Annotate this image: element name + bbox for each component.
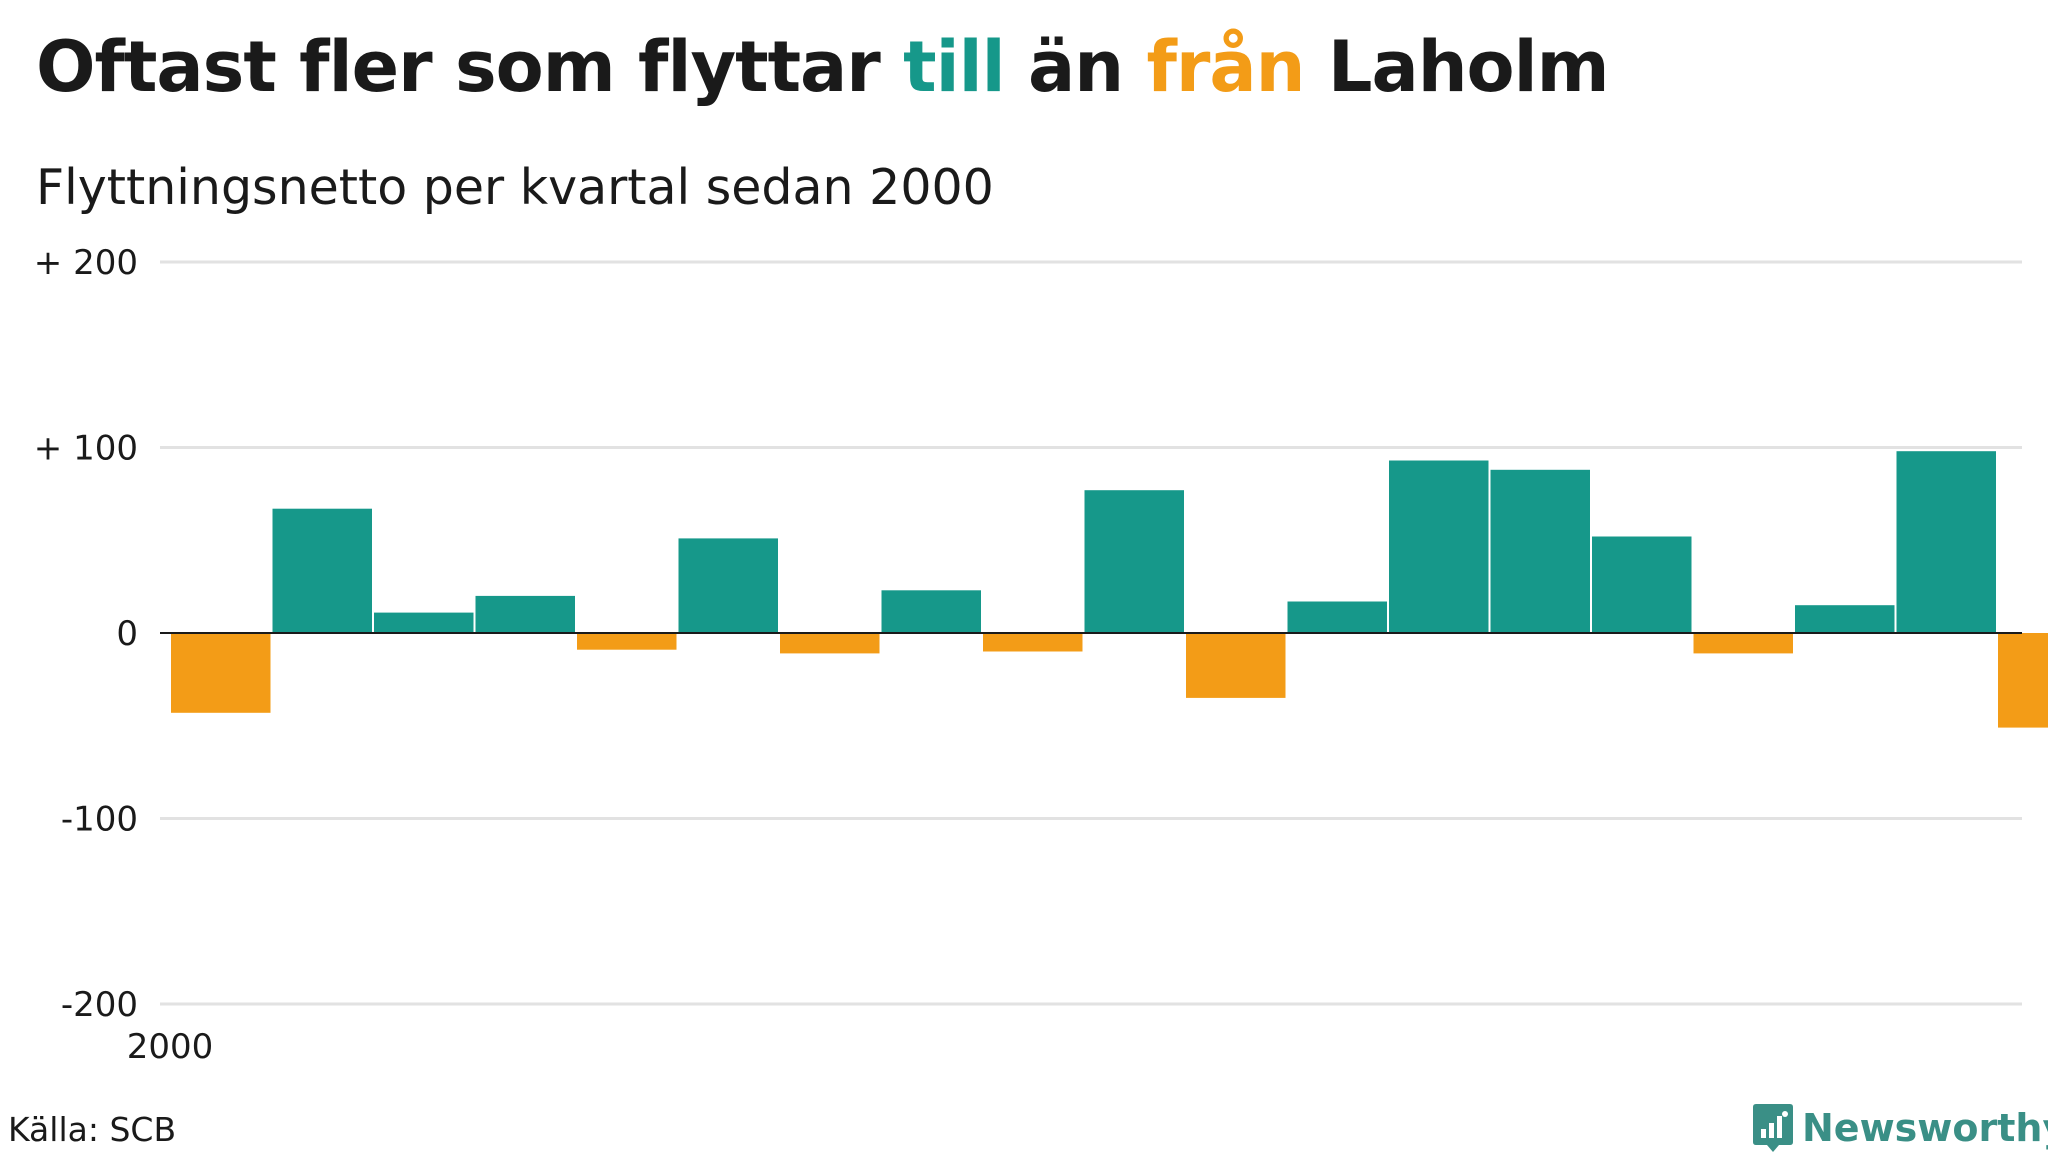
bar	[1693, 633, 1793, 654]
y-tick-label: 0	[116, 614, 138, 654]
brand-logo: Newsworthy	[1752, 1098, 2048, 1158]
bar	[1389, 460, 1489, 633]
bar	[1490, 469, 1590, 633]
bar	[475, 595, 575, 633]
bar	[171, 633, 271, 713]
y-tick-label: -100	[61, 800, 138, 840]
bar	[881, 590, 981, 633]
bar	[678, 538, 778, 633]
y-tick-label: + 200	[34, 243, 138, 283]
bar	[1795, 605, 1895, 633]
bar	[272, 508, 372, 633]
grid-lines	[160, 260, 2022, 1006]
title-part-2: än	[1004, 26, 1147, 108]
newsworthy-logo-icon	[1753, 1104, 1793, 1152]
bar	[1896, 451, 1996, 633]
y-tick-label: + 100	[34, 429, 138, 469]
bar	[1287, 601, 1387, 633]
title-word-till: till	[903, 26, 1005, 108]
bar	[1186, 633, 1286, 698]
y-tick-label: -200	[61, 985, 138, 1025]
bar	[983, 633, 1083, 652]
title-word-fran: från	[1146, 26, 1305, 108]
brand-name: Newsworthy	[1802, 1106, 2048, 1150]
x-tick-label: 2000	[127, 1027, 214, 1067]
source-note: Källa: SCB	[8, 1110, 177, 1149]
title-part-1: Oftast fler som flyttar	[36, 26, 904, 108]
bars	[171, 451, 2048, 728]
bar	[780, 633, 880, 654]
bar	[1998, 633, 2048, 728]
bar	[374, 612, 474, 633]
title-part-3: Laholm	[1304, 26, 1610, 108]
chart-title: Oftast fler som flyttar till än från Lah…	[36, 22, 1610, 112]
bar	[1084, 490, 1184, 633]
chart-subtitle: Flyttningsnetto per kvartal sedan 2000	[36, 159, 994, 216]
bar	[577, 633, 677, 650]
bar	[1592, 536, 1692, 633]
